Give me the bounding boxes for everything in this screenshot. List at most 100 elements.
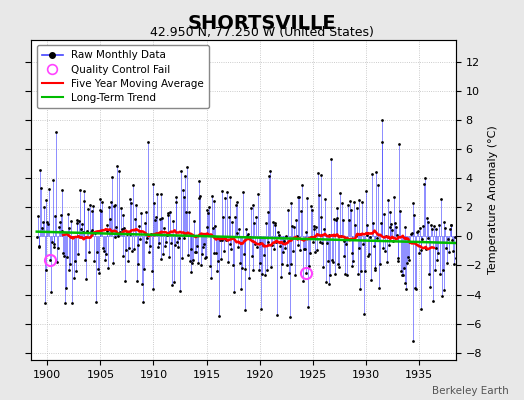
Point	[347, 249, 356, 256]
Point	[278, 240, 287, 246]
Point	[323, 257, 332, 264]
Point	[450, 261, 458, 268]
Point	[260, 272, 269, 278]
Point	[379, 245, 388, 251]
Point	[229, 262, 237, 268]
Point	[325, 281, 334, 288]
Point	[237, 286, 245, 292]
Point	[52, 128, 60, 135]
Point	[299, 278, 307, 284]
Point	[389, 238, 397, 244]
Point	[375, 285, 383, 292]
Point	[54, 224, 63, 230]
Point	[428, 226, 436, 232]
Point	[228, 218, 236, 225]
Point	[43, 219, 51, 225]
Point	[115, 168, 123, 175]
Point	[70, 275, 78, 282]
Point	[419, 223, 428, 230]
Point	[411, 285, 419, 291]
Point	[190, 218, 198, 225]
Point	[177, 168, 185, 174]
Point	[356, 286, 365, 292]
Y-axis label: Temperature Anomaly (°C): Temperature Anomaly (°C)	[488, 126, 498, 274]
Point	[120, 225, 128, 231]
Point	[78, 221, 86, 227]
Point	[45, 186, 53, 192]
Point	[286, 200, 294, 206]
Point	[387, 221, 396, 227]
Point	[41, 196, 50, 203]
Point	[63, 211, 72, 217]
Point	[121, 278, 129, 284]
Text: SHORTSVILLE: SHORTSVILLE	[188, 14, 336, 33]
Point	[363, 222, 371, 228]
Point	[243, 233, 252, 240]
Point	[332, 204, 341, 211]
Point	[59, 250, 68, 256]
Point	[455, 298, 464, 305]
Point	[319, 264, 328, 270]
Point	[184, 252, 192, 258]
Point	[85, 202, 94, 209]
Point	[341, 271, 350, 277]
Point	[196, 193, 204, 199]
Point	[288, 223, 297, 229]
Point	[149, 180, 158, 187]
Point	[86, 229, 95, 235]
Point	[445, 226, 454, 232]
Point	[128, 248, 136, 254]
Point	[314, 192, 323, 198]
Point	[275, 232, 283, 238]
Point	[156, 256, 165, 262]
Point	[231, 214, 239, 220]
Point	[187, 268, 195, 275]
Point	[98, 198, 106, 205]
Point	[161, 239, 170, 246]
Point	[232, 202, 240, 208]
Point	[339, 216, 347, 223]
Point	[185, 258, 194, 264]
Point	[110, 203, 118, 210]
Point	[167, 240, 176, 247]
Point	[184, 209, 193, 216]
Point	[258, 270, 266, 277]
Point	[367, 277, 375, 283]
Point	[142, 238, 150, 245]
Point	[42, 267, 51, 273]
Point	[197, 262, 205, 268]
Point	[80, 188, 89, 194]
Point	[454, 242, 463, 248]
Point	[133, 261, 141, 268]
Point	[71, 258, 79, 264]
Point	[431, 245, 440, 252]
Point	[66, 224, 74, 231]
Point	[113, 163, 122, 170]
Point	[456, 196, 464, 203]
Point	[329, 258, 337, 265]
Point	[96, 207, 105, 213]
Point	[302, 229, 311, 236]
Point	[206, 263, 214, 270]
Point	[386, 208, 395, 215]
Point	[252, 214, 260, 220]
Point	[230, 288, 238, 295]
Point	[148, 285, 157, 292]
Point	[304, 304, 312, 310]
Point	[271, 222, 280, 228]
Point	[67, 218, 75, 224]
Point	[248, 202, 257, 208]
Point	[330, 216, 338, 222]
Point	[73, 217, 82, 223]
Point	[370, 265, 379, 271]
Point	[400, 279, 409, 286]
Point	[334, 260, 343, 267]
Point	[416, 225, 424, 231]
Point	[438, 292, 446, 299]
Point	[226, 240, 235, 247]
Point	[48, 176, 57, 183]
Point	[441, 225, 450, 231]
Point	[362, 188, 370, 194]
Point	[337, 233, 345, 239]
Point	[405, 256, 413, 263]
